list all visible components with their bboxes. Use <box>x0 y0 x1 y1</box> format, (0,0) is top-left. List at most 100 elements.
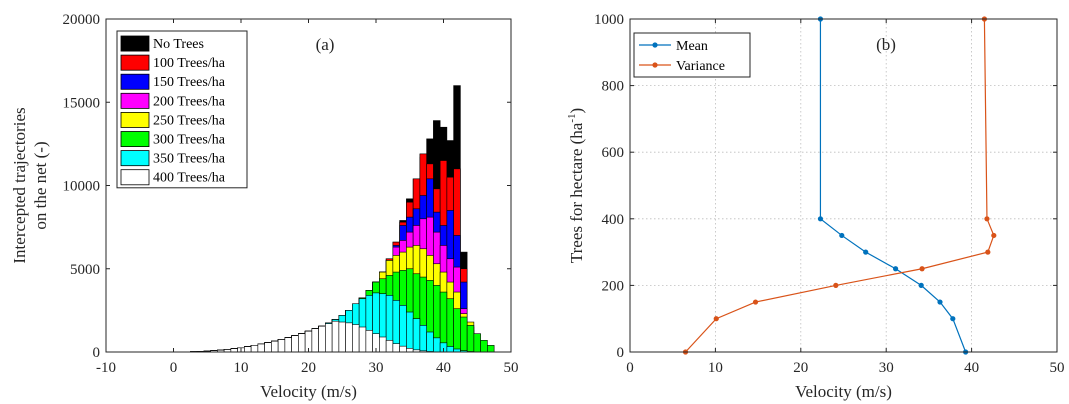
histogram-bar <box>433 337 441 353</box>
legend-entry: Variance <box>676 59 725 74</box>
legend-entry: 250 Trees/ha <box>153 113 226 128</box>
histogram-bar <box>406 311 414 353</box>
data-point <box>937 299 943 305</box>
histogram-bar <box>419 325 427 353</box>
legend-marker <box>652 62 658 68</box>
data-point <box>984 216 990 222</box>
x-tick-label: 30 <box>369 360 384 376</box>
legend-entry: 350 Trees/ha <box>153 152 226 167</box>
panel-b-xlabel: Velocity (m/s) <box>795 382 892 401</box>
histogram-bar <box>473 333 481 353</box>
y-tick-label: 20000 <box>63 12 101 28</box>
y-tick-label: 200 <box>602 278 625 294</box>
y-tick-label: 5000 <box>70 262 100 278</box>
panel-b-line-chart: 0 10 20 30 40 50 0 200 400 600 800 1000 (b) Velocit… <box>566 12 1065 401</box>
histogram-bar <box>466 325 475 353</box>
panel-b-legend: Mean Variance <box>633 32 751 78</box>
y-tick-label: 10000 <box>63 179 101 195</box>
histogram-bar <box>446 298 454 353</box>
panel-b-ylabel: Trees for hectare (ha-1) <box>566 108 586 263</box>
panel-b-ylabel-sup: -1 <box>566 114 578 123</box>
legend-swatch <box>120 112 150 128</box>
histogram-bar <box>318 325 326 353</box>
data-point <box>752 299 759 305</box>
panel-a-label: (a) <box>316 35 335 54</box>
y-label-line: on the net (-) <box>31 141 50 229</box>
legend-swatch <box>120 92 150 109</box>
histogram-bar <box>244 346 252 353</box>
y-tick-label: 400 <box>602 212 625 228</box>
legend-box <box>633 32 751 78</box>
histogram-bar <box>291 335 299 353</box>
panel-b-ylabel-main: Trees for hectare (ha <box>567 122 586 263</box>
x-tick-label: -10 <box>96 360 116 376</box>
histogram-bar <box>284 337 292 353</box>
data-point <box>991 232 997 239</box>
panel-b-series <box>682 16 997 355</box>
histogram-bar <box>250 345 259 353</box>
histogram-bar <box>385 340 394 353</box>
y-label-line: Intercepted trajectories <box>10 107 29 263</box>
histogram-bar <box>345 322 353 353</box>
x-tick-label: 50 <box>1050 360 1065 376</box>
data-point <box>918 282 924 288</box>
y-tick-label: 0 <box>617 345 625 361</box>
histogram-bar <box>264 342 272 353</box>
legend-swatch <box>120 35 150 52</box>
y-tick-label: 0 <box>93 345 101 361</box>
legend-entry: No Trees <box>153 37 204 52</box>
histogram-bar <box>257 343 265 353</box>
x-tick-label: 20 <box>793 360 808 376</box>
x-tick-label: 40 <box>436 360 451 376</box>
histogram-bar <box>406 348 414 353</box>
histogram-bar <box>338 321 346 353</box>
x-tick-label: 40 <box>964 360 979 376</box>
x-tick-label: 0 <box>626 360 634 376</box>
histogram-bar <box>325 323 333 353</box>
histogram-bar <box>399 305 407 353</box>
data-point <box>863 249 869 255</box>
histogram-bar <box>392 343 400 353</box>
panel-b-label: (b) <box>876 35 896 54</box>
y-tick-label: 600 <box>602 145 625 161</box>
histogram-bar <box>487 345 495 353</box>
series-400-trees-ha <box>183 320 441 353</box>
histogram-bar <box>412 318 421 353</box>
histogram-bar <box>460 316 468 353</box>
panel-a-legend: No Trees 100 Trees/ha 150 Trees/ha 200 Tree… <box>116 30 248 189</box>
data-point <box>817 216 824 222</box>
data-point <box>985 249 991 255</box>
x-tick-label: 50 <box>504 360 519 376</box>
legend-swatch <box>120 73 150 90</box>
x-tick-label: 10 <box>234 360 249 376</box>
panel-b-ylabel-close: ) <box>567 108 586 114</box>
legend-swatch <box>120 54 150 71</box>
data-point <box>839 232 845 239</box>
data-point <box>713 316 719 322</box>
legend-entry: Mean <box>676 39 708 54</box>
y-tick-label: 800 <box>602 79 625 95</box>
legend-swatch <box>120 131 150 148</box>
histogram-bar <box>446 346 454 353</box>
x-tick-label: 30 <box>879 360 894 376</box>
data-point <box>950 316 956 322</box>
x-tick-label: 20 <box>301 360 316 376</box>
histogram-bar <box>453 308 461 353</box>
x-tick-label: 0 <box>170 360 178 376</box>
histogram-bar <box>426 331 434 353</box>
legend-entry: 300 Trees/ha <box>153 133 226 148</box>
panel-b-ticks: 0 10 20 30 40 50 0 200 400 600 800 1000 <box>594 12 1065 376</box>
series-mean <box>817 16 969 355</box>
series-variance <box>682 16 997 355</box>
legend-entry: 150 Trees/ha <box>153 75 226 90</box>
histogram-bar <box>331 320 340 353</box>
legend-marker <box>652 42 658 48</box>
y-tick-label: 1000 <box>594 12 624 28</box>
legend-entry: 200 Trees/ha <box>153 94 226 109</box>
histogram-bar <box>277 339 286 353</box>
histogram-bar <box>399 345 407 353</box>
histogram-bar <box>358 326 367 353</box>
